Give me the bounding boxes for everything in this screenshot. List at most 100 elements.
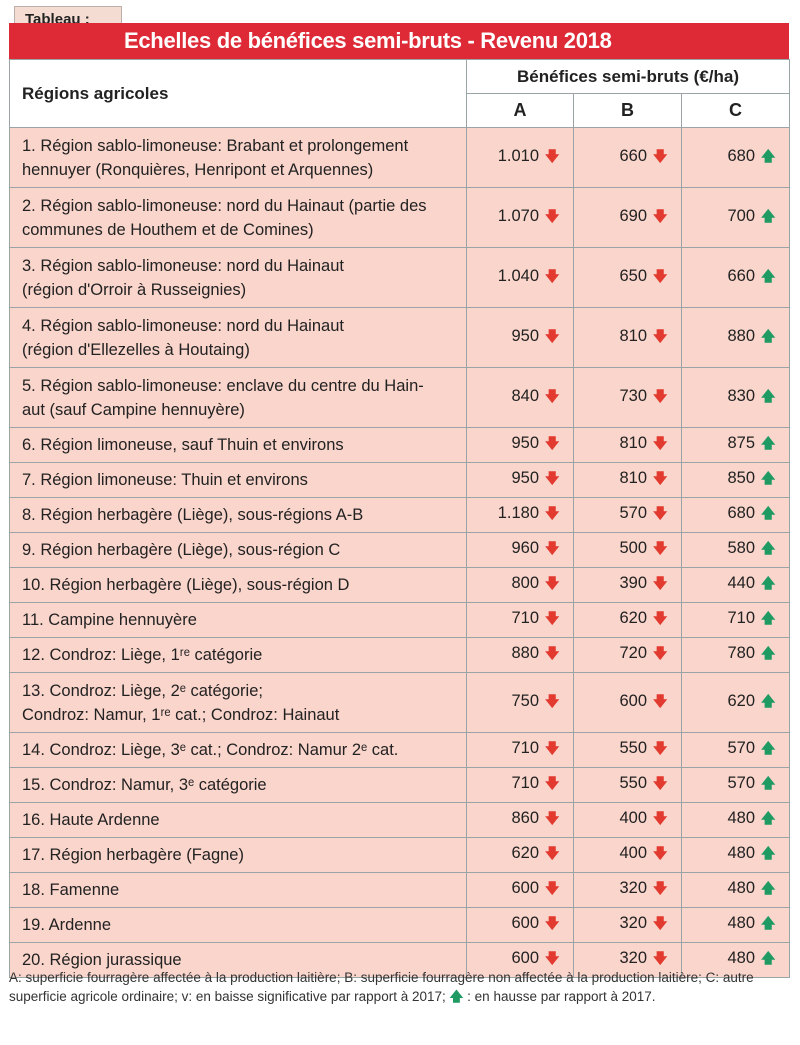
- red-down-arrow-icon: 🡇: [653, 147, 668, 164]
- value-cell-b: 550 🡇: [573, 732, 682, 768]
- table-row: 8. Région herbagère (Liège), sous-région…: [9, 497, 791, 533]
- value-text: 500: [619, 539, 647, 557]
- red-down-arrow-icon: 🡇: [545, 645, 560, 661]
- value-text: 480: [727, 949, 756, 967]
- table-row: 13. Condroz: Liège, 2ᵉ catégorie; Condroz…: [9, 672, 791, 733]
- value-cell-b: 810 🡇: [573, 462, 682, 498]
- value-text: 580: [727, 539, 756, 557]
- value-text: 750: [511, 691, 539, 710]
- value-text: 800: [511, 574, 539, 592]
- green-up-arrow-icon: 🡅: [761, 692, 776, 709]
- value-text: 480: [727, 914, 756, 932]
- table-row: 7. Région limoneuse: Thuin et environs 95…: [9, 462, 791, 498]
- table-row: 3. Région sablo-limoneuse: nord du Haina…: [9, 247, 791, 308]
- value-cell-a: 800 🡇: [466, 567, 574, 603]
- value-text: 1.070: [497, 206, 539, 225]
- region-line: 15. Condroz: Namur, 3ᵉ catégorie: [22, 776, 267, 794]
- value-text: 660: [727, 266, 756, 285]
- value-text: 600: [511, 914, 539, 932]
- region-line: 1. Région sablo-limoneuse: Brabant et pr…: [22, 136, 409, 155]
- value-cell-c: 480 🡅: [680, 907, 791, 943]
- value-text: 960: [511, 539, 539, 557]
- value-cell-b: 400 🡇: [573, 802, 682, 838]
- green-up-arrow-icon: 🡅: [761, 645, 776, 661]
- value-text: 400: [619, 844, 647, 862]
- value-cell-c: 480 🡅: [680, 872, 791, 908]
- value-cell-b: 320 🡇: [573, 942, 682, 978]
- value-cell-a: 710 🡇: [466, 732, 574, 768]
- footnote-text: A: superficie fourragère affectée à la p…: [9, 970, 754, 1004]
- value-text: 1.010: [497, 146, 539, 165]
- green-up-arrow-icon: 🡅: [761, 575, 776, 591]
- region-line: 2. Région sablo-limoneuse: nord du Haina…: [22, 196, 427, 215]
- region-line: aut (sauf Campine hennuyère): [22, 400, 245, 419]
- green-up-arrow-icon: 🡅: [761, 147, 776, 164]
- red-down-arrow-icon: 🡇: [653, 435, 668, 451]
- region-cell: 7. Région limoneuse: Thuin et environs: [9, 462, 467, 498]
- value-cell-b: 660 🡇: [573, 127, 682, 188]
- region-line: Condroz: Namur, 1ʳᵉ cat.; Condroz: Haina…: [22, 705, 340, 724]
- value-text: 680: [727, 146, 756, 165]
- value-cell-b: 810 🡇: [573, 427, 682, 463]
- green-up-arrow-icon: 🡅: [761, 810, 776, 826]
- value-text: 480: [727, 879, 756, 897]
- value-text: 1.180: [497, 504, 539, 522]
- region-line: 14. Condroz: Liège, 3ᵉ cat.; Condroz: Na…: [22, 741, 399, 759]
- table-row: 6. Région limoneuse, sauf Thuin et envir…: [9, 427, 791, 463]
- value-cell-b: 390 🡇: [573, 567, 682, 603]
- value-text: 680: [727, 504, 756, 522]
- value-cell-a: 620 🡇: [466, 837, 574, 873]
- value-cell-c: 710 🡅: [680, 602, 791, 638]
- region-line: 6. Région limoneuse, sauf Thuin et envir…: [22, 436, 344, 454]
- region-line: 3. Région sablo-limoneuse: nord du Haina…: [22, 256, 344, 275]
- value-cell-a: 1.070 🡇: [466, 187, 574, 248]
- region-cell: 18. Famenne: [9, 872, 467, 908]
- region-cell: 19. Ardenne: [9, 907, 467, 943]
- region-cell: 9. Région herbagère (Liège), sous-région…: [9, 532, 467, 568]
- red-down-arrow-icon: 🡇: [545, 435, 560, 451]
- value-cell-b: 320 🡇: [573, 872, 682, 908]
- value-cell-c: 580 🡅: [680, 532, 791, 568]
- red-down-arrow-icon: 🡇: [545, 810, 560, 826]
- footnote-text-end: : en hausse par rapport à 2017.: [467, 989, 656, 1004]
- red-down-arrow-icon: 🡇: [545, 692, 560, 709]
- region-line: 9. Région herbagère (Liège), sous-région…: [22, 541, 341, 559]
- value-text: 480: [727, 809, 756, 827]
- region-line: 4. Région sablo-limoneuse: nord du Haina…: [22, 316, 344, 335]
- value-text: 730: [619, 386, 647, 405]
- table-row: 2. Région sablo-limoneuse: nord du Haina…: [9, 187, 791, 248]
- region-cell: 15. Condroz: Namur, 3ᵉ catégorie: [9, 767, 467, 803]
- red-down-arrow-icon: 🡇: [653, 540, 668, 556]
- header-regions: Régions agricoles: [9, 59, 467, 128]
- value-text: 600: [511, 879, 539, 897]
- region-cell: 2. Région sablo-limoneuse: nord du Haina…: [9, 187, 467, 248]
- value-text: 550: [619, 739, 647, 757]
- value-cell-b: 400 🡇: [573, 837, 682, 873]
- value-text: 480: [727, 844, 756, 862]
- value-cell-a: 860 🡇: [466, 802, 574, 838]
- value-cell-c: 660 🡅: [680, 247, 791, 308]
- red-down-arrow-icon: 🡇: [653, 810, 668, 826]
- value-text: 710: [511, 609, 539, 627]
- header-group: Bénéfices semi-bruts (€/ha): [465, 59, 791, 94]
- table-row: 10. Région herbagère (Liège), sous-régio…: [9, 567, 791, 603]
- value-cell-b: 570 🡇: [573, 497, 682, 533]
- red-down-arrow-icon: 🡇: [653, 845, 668, 861]
- red-down-arrow-icon: 🡇: [545, 915, 560, 931]
- green-up-arrow-icon: 🡅: [761, 435, 776, 451]
- header-col-b: B: [573, 93, 682, 128]
- value-text: 950: [511, 326, 539, 345]
- red-down-arrow-icon: 🡇: [653, 207, 668, 224]
- table-row: 14. Condroz: Liège, 3ᵉ cat.; Condroz: Na…: [9, 732, 791, 768]
- value-text: 810: [619, 469, 647, 487]
- value-text: 570: [727, 774, 756, 792]
- value-cell-a: 750 🡇: [466, 672, 574, 733]
- table-body: 1. Région sablo-limoneuse: Brabant et pr…: [9, 127, 791, 978]
- value-cell-a: 710 🡇: [466, 602, 574, 638]
- green-up-arrow-icon: 🡅: [761, 915, 776, 931]
- header-col-a: A: [466, 93, 574, 128]
- green-up-arrow-icon: 🡅: [761, 880, 776, 896]
- value-cell-c: 680 🡅: [680, 497, 791, 533]
- value-text: 660: [619, 146, 647, 165]
- table-row: 17. Région herbagère (Fagne) 620 🡇 400 🡇 480 🡅: [9, 837, 791, 873]
